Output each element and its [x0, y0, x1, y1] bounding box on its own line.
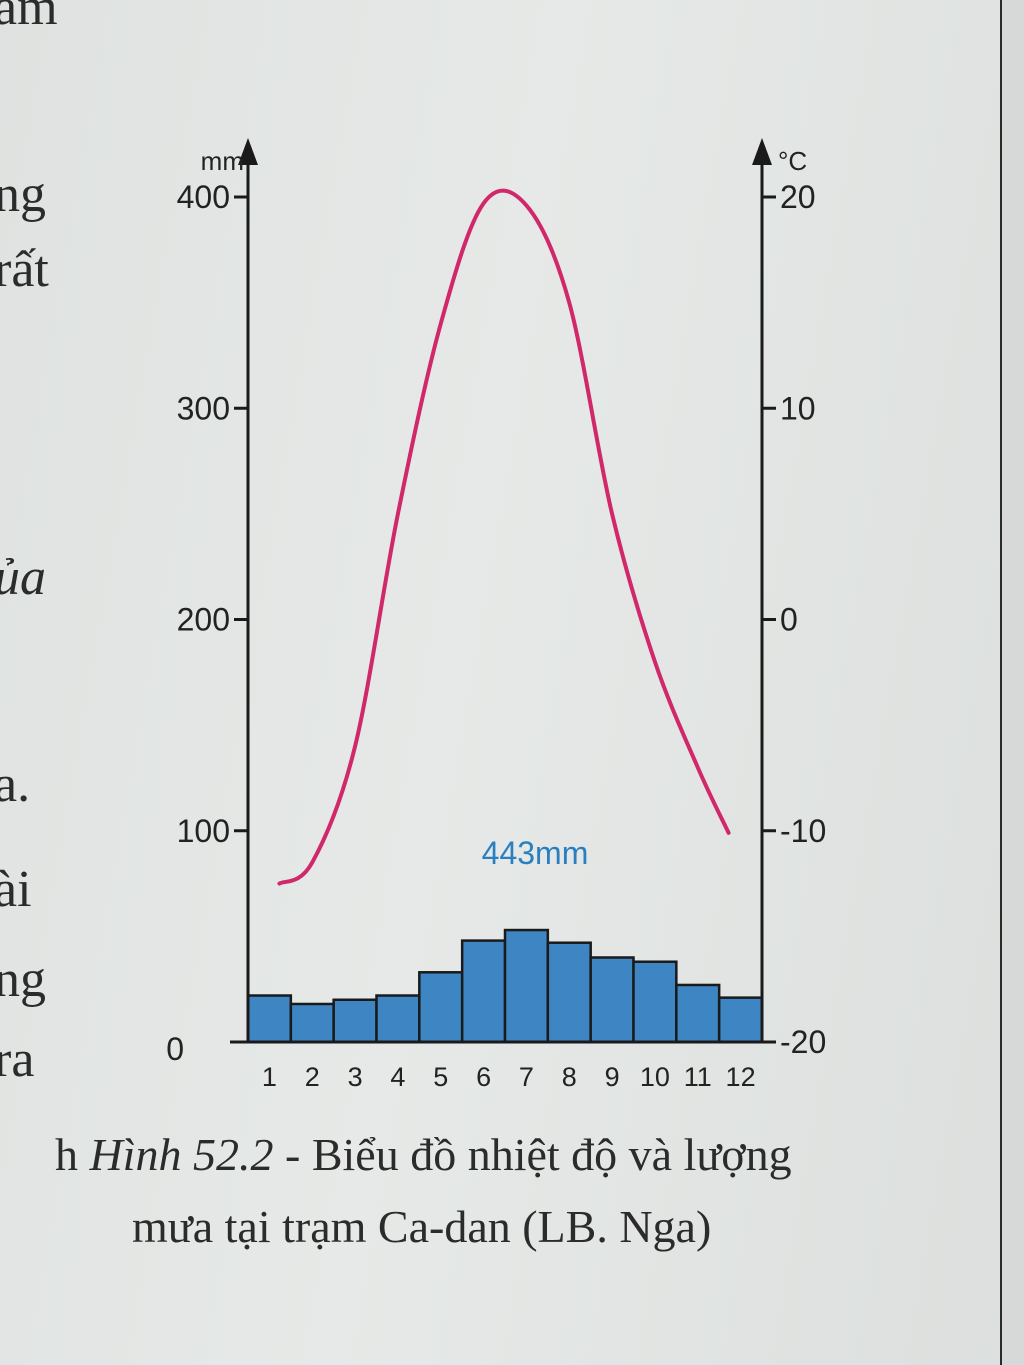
margin-fragment: rất: [0, 241, 49, 298]
precipitation-bar: [503, 928, 550, 1044]
precipitation-total-label: 443mm: [482, 835, 589, 871]
left-axis-tick-label: 400: [177, 179, 230, 215]
precipitation-bar: [589, 956, 635, 1044]
right-axis-tick-label: -20: [780, 1024, 826, 1060]
figure-number: Hình 52.2: [89, 1129, 274, 1180]
precipitation-bar: [332, 998, 378, 1044]
right-axis-tick-label: 0: [780, 602, 798, 638]
month-tick-label: 1: [262, 1062, 277, 1092]
left-axis-arrow-icon: [238, 138, 258, 165]
precipitation-bar: [418, 971, 464, 1044]
month-tick-label: 6: [476, 1062, 491, 1092]
caption-line-2: mưa tại trạm Ca-dan (LB. Nga): [132, 1201, 712, 1252]
precipitation-bar: [375, 994, 421, 1044]
month-tick-label: 5: [433, 1062, 448, 1092]
right-axis-tick-label: 20: [780, 179, 816, 215]
month-tick-label: 4: [390, 1062, 405, 1092]
temperature-line: [277, 188, 731, 886]
margin-fragment: a.: [0, 756, 31, 813]
left-axis-unit: mm: [201, 146, 244, 176]
caption-prefix: h: [55, 1129, 78, 1180]
precipitation-bars: [246, 928, 764, 1044]
month-tick-label: 12: [726, 1062, 756, 1092]
precipitation-bar: [289, 1002, 335, 1044]
month-tick-label: 7: [519, 1062, 534, 1092]
month-tick-label: 3: [348, 1062, 363, 1092]
margin-fragment: ủa: [0, 549, 46, 606]
margin-fragment: ng: [0, 166, 46, 223]
precipitation-bar: [717, 996, 764, 1044]
caption-line-1: h Hình 52.2 - Biểu đồ nhiệt độ và lượng: [55, 1128, 792, 1181]
chart-axes: [230, 138, 774, 1044]
left-axis-tick-label: 0: [166, 1031, 184, 1067]
precipitation-bar: [546, 941, 592, 1044]
month-tick-label: 2: [305, 1062, 320, 1092]
precipitation-bar: [675, 983, 721, 1044]
page-edge: [1000, 0, 1024, 1365]
right-axis-unit: °C: [778, 146, 807, 176]
left-axis-tick-label: 200: [177, 602, 230, 638]
right-axis-tick-label: -10: [780, 813, 826, 849]
month-tick-label: 8: [562, 1062, 577, 1092]
right-axis-arrow-icon: [752, 138, 772, 165]
right-axis-tick-label: 10: [780, 390, 816, 426]
month-tick-label: 11: [684, 1062, 712, 1092]
margin-fragment: ài: [0, 861, 32, 918]
margin-fragment: ng: [0, 951, 46, 1008]
caption-title-part-1: - Biểu đồ nhiệt độ và lượng: [273, 1129, 792, 1180]
month-tick-label: 10: [640, 1062, 670, 1092]
margin-fragment: am: [0, 0, 58, 36]
month-tick-label: 9: [605, 1062, 620, 1092]
margin-fragment: ra: [0, 1031, 35, 1088]
axis-ticks: [234, 195, 776, 1044]
left-axis-tick-label: 100: [177, 813, 230, 849]
precipitation-bar: [632, 960, 678, 1044]
precipitation-bar: [460, 939, 507, 1044]
precipitation-bar: [246, 994, 293, 1044]
left-axis-tick-label: 300: [177, 390, 230, 426]
